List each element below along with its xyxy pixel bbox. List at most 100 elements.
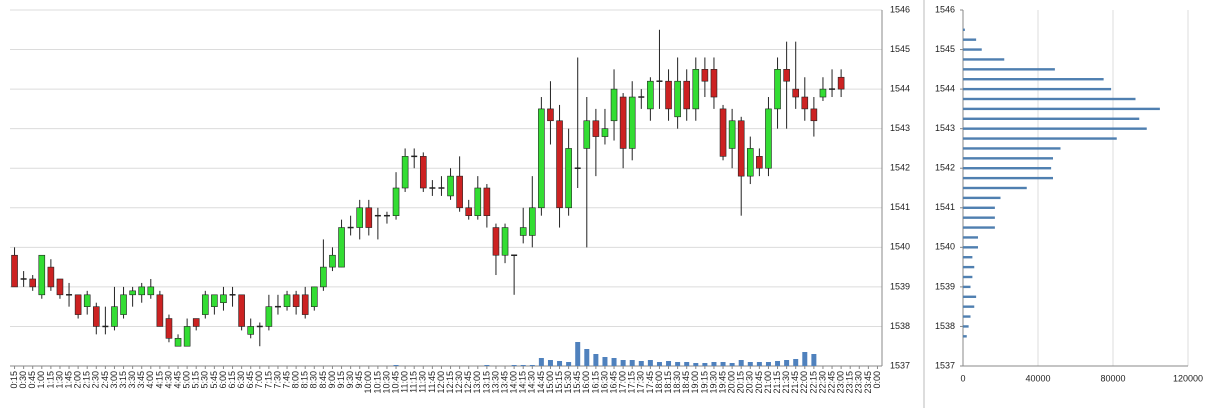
candle-body <box>792 88 800 98</box>
volume-bar <box>756 362 762 366</box>
volume-bar <box>511 365 517 366</box>
x-tick-label: 4:45 <box>172 371 182 389</box>
x-tick-label: 6:45 <box>245 371 255 389</box>
profile-bar <box>963 226 995 229</box>
candle-body <box>183 326 191 347</box>
volume-bar <box>784 360 790 366</box>
profile-bar <box>963 285 971 289</box>
volume-bar <box>538 358 544 366</box>
x-tick-label: 7:00 <box>254 371 264 389</box>
candle-body <box>56 278 64 296</box>
profile-bar <box>963 246 978 249</box>
x-tick-label: 5:00 <box>182 371 192 389</box>
candle-body <box>710 69 718 98</box>
profile-bar <box>963 216 995 219</box>
x-tick-label: 22:30 <box>817 371 827 394</box>
profile-bar <box>963 58 1005 61</box>
x-tick-label: 2:00 <box>73 371 83 389</box>
candle-body <box>74 294 82 315</box>
profile-bar <box>963 315 971 318</box>
candle-body <box>610 88 618 122</box>
profile-bar <box>963 265 975 269</box>
x-tick-label: 0:45 <box>27 371 37 389</box>
x-tick-label: 23:15 <box>845 371 855 394</box>
x-tick-label: 4:00 <box>145 371 155 389</box>
candle-body <box>301 294 309 315</box>
candle-body <box>29 278 37 288</box>
volume-bar <box>711 362 717 366</box>
x-tick-label: 6:15 <box>227 371 237 389</box>
candle-body <box>192 318 200 327</box>
x-tick-label: 22:00 <box>799 371 809 394</box>
x-tick-label: 12:30 <box>454 371 464 394</box>
y-tick-label: 1546 <box>935 4 955 14</box>
x-tick-label: 15:45 <box>572 371 582 394</box>
x-tick-label: 8:30 <box>309 371 319 389</box>
y-tick-label: 1543 <box>890 123 910 133</box>
candle-body <box>265 306 273 327</box>
volume-bar <box>484 365 490 366</box>
candle-body <box>737 120 745 177</box>
x-tick-label: 17:00 <box>618 371 628 394</box>
x-tick-label: 19:15 <box>699 371 709 394</box>
x-tick-label: 7:45 <box>281 371 291 389</box>
profile-bar <box>963 335 967 338</box>
x-tick-label: 15:00 <box>545 371 555 394</box>
x-tick-label: 21:30 <box>781 371 791 394</box>
profile-bar <box>963 305 975 308</box>
x-tick-label: 9:30 <box>345 371 355 389</box>
volume-bar <box>747 362 753 366</box>
volume-bar <box>811 354 817 366</box>
volume-bar <box>675 362 681 366</box>
profile-bar <box>963 97 1136 101</box>
x-tick-label: 18:00 <box>654 371 664 394</box>
y-tick-label: 1545 <box>935 44 955 54</box>
x-tick-label: 16:00 <box>581 371 591 394</box>
x-tick-label: 9:15 <box>336 371 346 389</box>
x-tick-label: 15:15 <box>554 371 564 394</box>
candle-body <box>292 294 300 307</box>
volume-bar <box>693 363 699 366</box>
x-tick-label: 3:00 <box>109 371 119 389</box>
profile-bar <box>963 275 973 279</box>
y-tick-label: 1544 <box>935 83 955 93</box>
y-tick-label: 1546 <box>890 4 910 14</box>
x-tick-label: 19:30 <box>708 371 718 394</box>
candle-body <box>83 294 91 307</box>
candle-body <box>719 108 727 157</box>
candle-body <box>701 69 709 82</box>
y-tick-label: 1541 <box>935 202 955 212</box>
x-tick-label: 17:15 <box>627 371 637 394</box>
x-tick-label: 20:45 <box>754 371 764 394</box>
candle-body <box>465 207 473 216</box>
volume-bar <box>793 359 799 366</box>
x-tick-label: 11:00 <box>400 371 410 393</box>
volume-bar <box>584 349 590 366</box>
x-tick-label: 10:15 <box>372 371 382 394</box>
volume-bar <box>647 360 653 366</box>
candle-body <box>11 254 18 288</box>
volume-bar <box>629 360 635 366</box>
candle-body <box>92 306 100 327</box>
x-tick-label: 8:15 <box>300 371 310 389</box>
x-tick-label: 8:45 <box>318 371 328 389</box>
y-tick-label: 1543 <box>935 123 955 133</box>
candle-body <box>756 156 763 169</box>
x-tick-label: 20:00 <box>727 371 737 394</box>
candle-body <box>238 294 245 327</box>
candle-body <box>519 227 527 236</box>
volume-bar <box>638 361 644 366</box>
volume-bar <box>393 365 399 366</box>
candle-body <box>665 80 672 110</box>
volume-bar <box>729 363 735 366</box>
volume-bar <box>529 365 535 366</box>
volume-bar <box>802 352 808 366</box>
candle-body <box>774 69 781 110</box>
candle-body <box>120 294 127 315</box>
y-tick-label: 1538 <box>935 321 955 331</box>
x-tick-label: 14:15 <box>518 371 528 394</box>
candle-body <box>356 207 364 228</box>
profile-bar <box>963 38 977 41</box>
volume-bar <box>702 363 708 366</box>
